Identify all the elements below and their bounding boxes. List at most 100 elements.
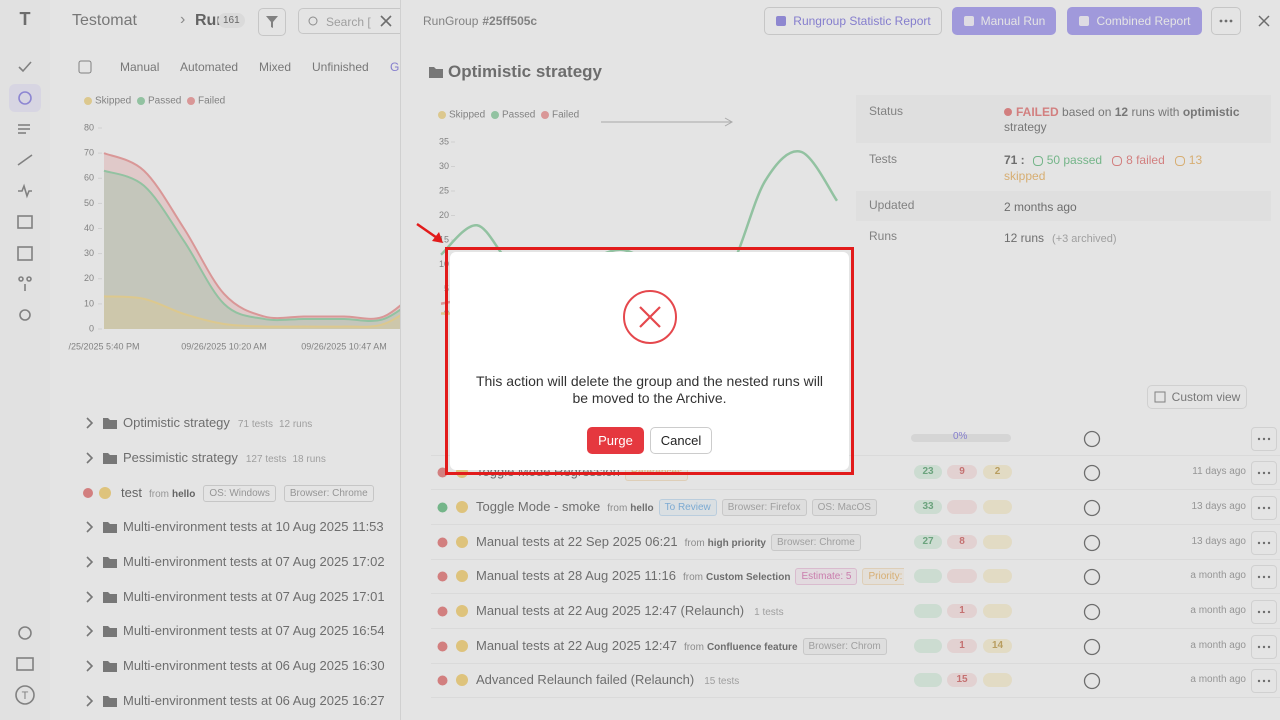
- dot: [1219, 19, 1223, 23]
- header-button[interactable]: Rungroup Statistic Report: [764, 7, 942, 35]
- group-row[interactable]: Pessimistic strategy 127 tests 18 runs: [123, 450, 326, 465]
- detail-row: [856, 143, 1271, 191]
- run-tag: Browser: Chrome: [283, 485, 374, 503]
- count-pill: 2: [983, 465, 1012, 479]
- run-row[interactable]: Manual tests at 22 Sep 2025 06:21 from hig…: [476, 534, 904, 552]
- row-more[interactable]: [1251, 600, 1277, 624]
- expand-chevron: [86, 417, 94, 429]
- row-status: [437, 571, 448, 582]
- folder-name[interactable]: Multi-environment tests at 07 Aug 2025 1…: [123, 623, 385, 639]
- type: [456, 640, 468, 652]
- purge-button[interactable]: Purge: [587, 427, 644, 454]
- search-box[interactable]: Search [: [298, 8, 400, 34]
- group-row[interactable]: Optimistic strategy 71 tests 12 runs: [123, 415, 312, 430]
- folder-icon: [103, 661, 117, 673]
- assignee-icon: [1083, 534, 1101, 552]
- header-button[interactable]: Manual Run: [952, 7, 1056, 35]
- close-button[interactable]: [1258, 15, 1270, 27]
- y-tick-label: 20: [439, 210, 449, 220]
- status-runs: 12: [1114, 105, 1129, 119]
- row-more[interactable]: [1251, 669, 1277, 693]
- row-type-icon: [456, 674, 468, 686]
- row-more[interactable]: [1251, 461, 1277, 485]
- dots: [1257, 645, 1271, 649]
- filter-tab[interactable]: Manual: [120, 60, 160, 74]
- run-row[interactable]: Advanced Relaunch failed (Relaunch) 15 te…: [476, 672, 904, 687]
- dot: [1267, 541, 1271, 545]
- filter-tab[interactable]: G: [390, 60, 400, 74]
- y-tick-label: 30: [84, 248, 94, 258]
- folder: [103, 661, 117, 673]
- run-row[interactable]: test from hello OS: Windows Browser: Chrome: [121, 485, 374, 503]
- filter-button[interactable]: [258, 8, 286, 36]
- run-row[interactable]: Manual tests at 22 Aug 2025 12:47 from Con…: [476, 638, 904, 656]
- row-more[interactable]: [1251, 531, 1277, 555]
- error-icon: [623, 290, 677, 344]
- cancel-button[interactable]: Cancel: [650, 427, 712, 454]
- row-divider: [431, 663, 1280, 664]
- search-placeholder: Search [: [326, 15, 371, 29]
- status: [437, 641, 448, 652]
- logo[interactable]: T: [20, 9, 31, 29]
- folder-name[interactable]: Multi-environment tests at 06 Aug 2025 1…: [123, 658, 385, 674]
- filter-tab[interactable]: Automated: [180, 60, 239, 74]
- folder-icon: [103, 453, 117, 464]
- run-row[interactable]: Manual tests at 28 Aug 2025 11:16 from Cus…: [476, 568, 904, 586]
- run-row[interactable]: Manual tests at 22 Aug 2025 12:47 (Relau…: [476, 603, 904, 618]
- runs-count: 12 runs: [1004, 231, 1045, 245]
- icon: [1154, 391, 1166, 403]
- run-row[interactable]: Toggle Mode - smoke from hello To Review Bro…: [476, 499, 904, 517]
- run-avatar: [99, 487, 111, 499]
- row-more[interactable]: [1251, 427, 1277, 451]
- expand-chevron: [86, 452, 94, 464]
- filter-tab[interactable]: Mixed: [259, 60, 292, 74]
- tabs-icon: [78, 60, 92, 74]
- x: [380, 15, 392, 27]
- dot: [1229, 19, 1233, 23]
- assignee-icon: [1083, 603, 1101, 621]
- status-text: strategy: [1004, 120, 1047, 134]
- assignee-icon: [1083, 638, 1101, 656]
- rungroup-heading: RunGroup #25ff505c: [423, 14, 537, 28]
- dots: [1257, 471, 1271, 475]
- run-status: [83, 488, 93, 498]
- folder-name[interactable]: Multi-environment tests at 07 Aug 2025 1…: [123, 588, 385, 604]
- folder-name[interactable]: Multi-environment tests at 06 Aug 2025 1…: [123, 693, 385, 708]
- folder-name[interactable]: Multi-environment tests at 10 Aug 2025 1…: [123, 519, 384, 534]
- custom-view-button[interactable]: Custom view: [1147, 385, 1247, 409]
- status-text: runs with: [1131, 105, 1180, 119]
- nav-icons[interactable]: [15, 61, 35, 705]
- more-button[interactable]: [1211, 7, 1241, 35]
- avatar[interactable]: T: [22, 690, 29, 702]
- row-more[interactable]: [1251, 565, 1277, 589]
- dot: [1267, 645, 1271, 649]
- dot: [1257, 471, 1261, 475]
- folder-icon: [429, 67, 443, 78]
- count-pill: 33: [914, 500, 942, 514]
- x-tick-label: 09/26/2025 10:47 AM: [301, 341, 387, 351]
- row-divider: [431, 593, 1280, 594]
- folder: [103, 418, 117, 429]
- progress-label: 0%: [953, 431, 968, 442]
- runs-archived: (+3 archived): [1052, 233, 1117, 245]
- folder-name[interactable]: Multi-environment tests at 07 Aug 2025 1…: [123, 553, 385, 569]
- count-pill: [947, 569, 977, 583]
- expand-chevron: [86, 556, 94, 568]
- tests-skipped: 13 skipped: [1004, 153, 1203, 183]
- row-more[interactable]: [1251, 635, 1277, 659]
- progress-bar: [911, 434, 1011, 442]
- filter-tab[interactable]: Unfinished: [312, 60, 369, 74]
- row-status: [437, 502, 448, 513]
- legend-label: Failed: [198, 96, 225, 107]
- dot: [1267, 575, 1271, 579]
- legend-label: Passed: [148, 96, 181, 107]
- run-name: Manual tests at 22 Aug 2025 12:47 (Relau…: [476, 603, 745, 618]
- row-type-icon: [456, 570, 468, 582]
- left-chart: Skipped Passed Failed 0 10 20 30 40 50 60 70 80/25/…: [68, 96, 400, 351]
- row-more[interactable]: [1251, 496, 1277, 520]
- header-button[interactable]: Combined Report: [1067, 7, 1202, 35]
- dot: [1257, 541, 1261, 545]
- dot: [1257, 506, 1261, 510]
- folder-icon: [103, 591, 117, 603]
